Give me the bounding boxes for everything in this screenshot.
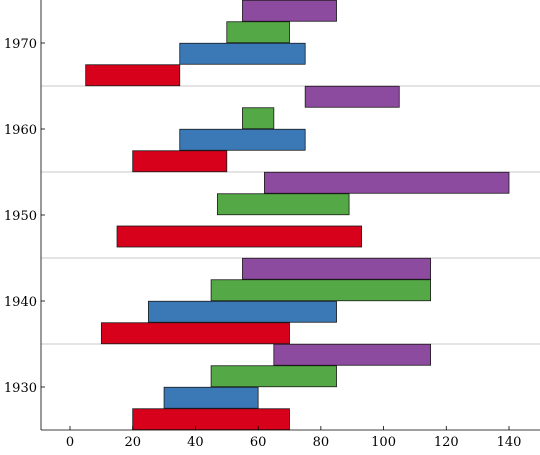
bar-1960-green xyxy=(242,107,275,130)
y-tick-label-1960: 1960 xyxy=(4,123,37,138)
bars xyxy=(85,0,510,431)
x-tick-label-80: 80 xyxy=(313,435,330,450)
bar-1940-red xyxy=(100,322,290,345)
x-tick-label-40: 40 xyxy=(187,435,204,450)
x-tick-label-20: 20 xyxy=(124,435,141,450)
x-tick-label-100: 100 xyxy=(371,435,396,450)
bar-1930-green xyxy=(210,365,337,388)
bar-1960-red xyxy=(132,150,228,173)
bar-1950-green xyxy=(216,193,350,216)
y-tick-label-1930: 1930 xyxy=(4,381,37,396)
x-tick-labels: 0 20 40 60 80 100 120 140 xyxy=(66,435,522,450)
bar-1930-purple xyxy=(273,343,432,366)
y-tick-label-1940: 1940 xyxy=(4,295,37,310)
bar-1970-green xyxy=(226,21,290,44)
bar-1930-blue xyxy=(163,386,259,409)
bar-1950-purple xyxy=(264,171,510,194)
bar-1930-red xyxy=(132,408,290,431)
axes xyxy=(40,0,540,431)
y-tick-labels: 1930 1940 1950 1960 1970 xyxy=(4,37,37,396)
y-tick-label-1970: 1970 xyxy=(4,37,37,52)
x-tick-label-120: 120 xyxy=(434,435,459,450)
x-tick-label-140: 140 xyxy=(497,435,522,450)
bar-1940-purple xyxy=(242,257,432,280)
y-tick-label-1950: 1950 xyxy=(4,209,37,224)
bar-1970-red xyxy=(85,64,181,87)
bar-1950-red xyxy=(116,225,363,248)
bar-1960-purple xyxy=(304,85,400,108)
bar-1940-green xyxy=(210,279,432,302)
bar-1970-purple xyxy=(242,0,337,22)
x-tick-label-60: 60 xyxy=(250,435,267,450)
bar-1960-blue xyxy=(179,128,306,151)
x-tick-label-0: 0 xyxy=(66,435,74,450)
bar-1940-blue xyxy=(147,300,337,323)
bar-1970-blue xyxy=(179,42,306,65)
